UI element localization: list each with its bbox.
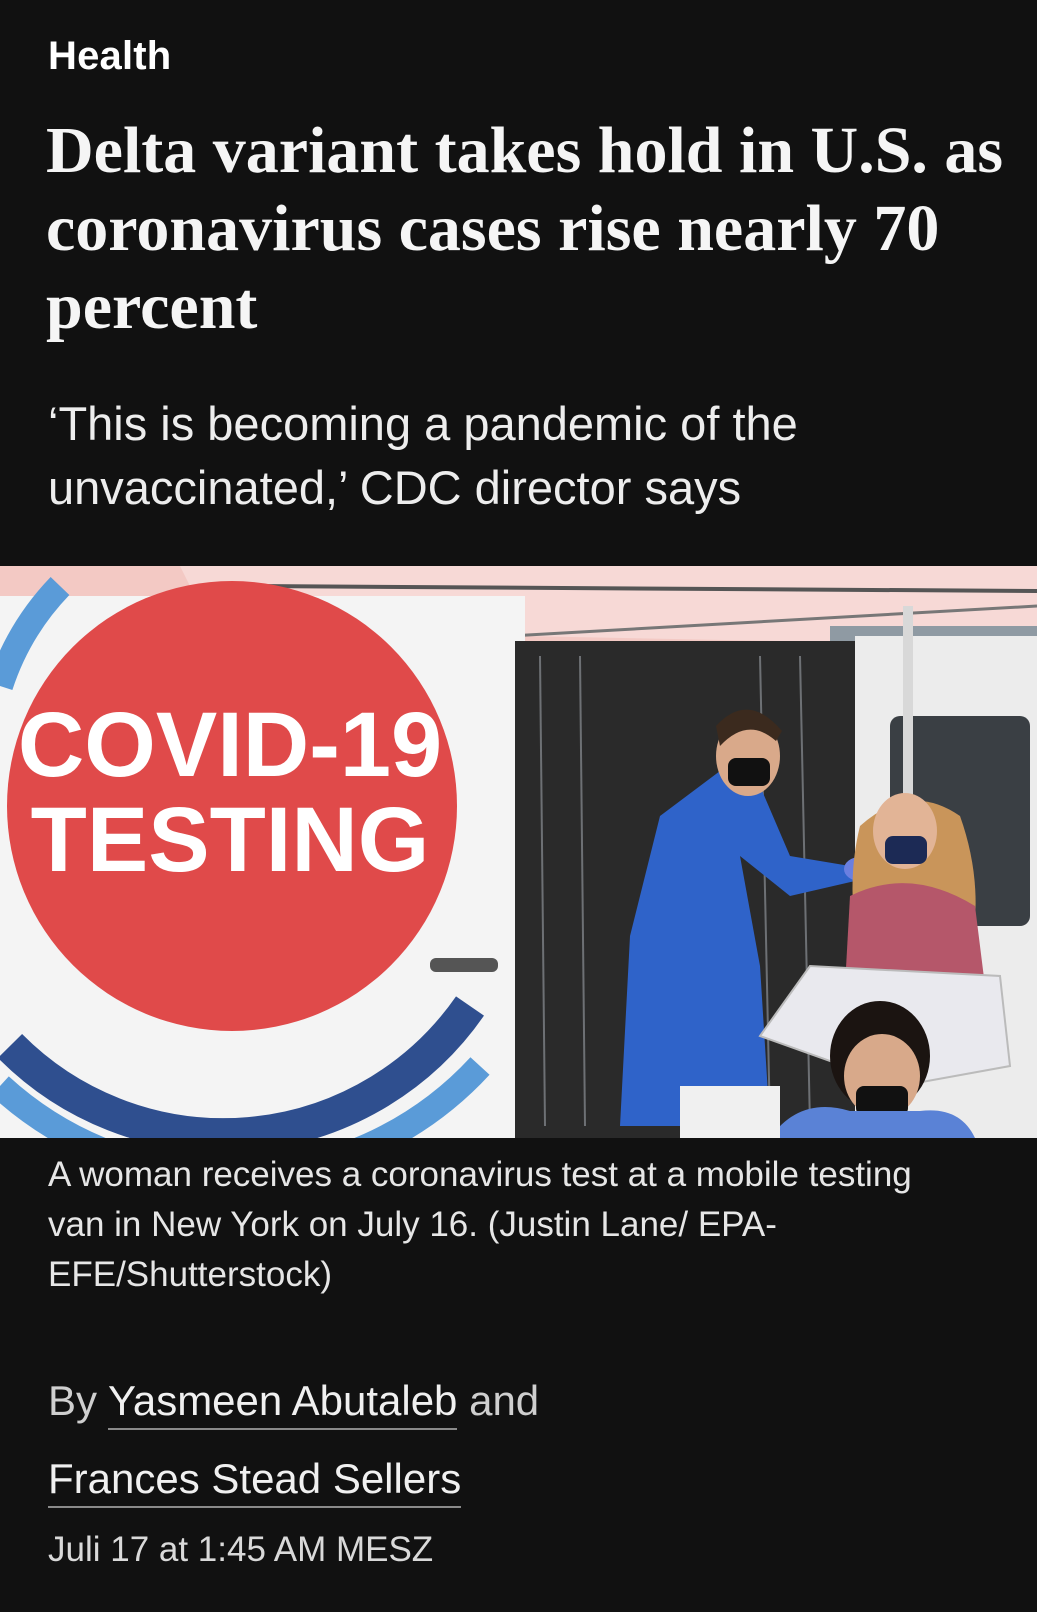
article-headline: Delta variant takes hold in U.S. as coro… xyxy=(46,114,1004,343)
publish-timestamp: Juli 17 at 1:45 AM MESZ xyxy=(48,1530,434,1569)
section-kicker-link[interactable]: Health xyxy=(48,34,172,78)
sign-line-1: COVID-19 xyxy=(18,694,442,796)
photo-illustration: COVID-19 TESTING xyxy=(0,566,1037,1138)
health-worker xyxy=(620,709,876,1126)
article-subheadline: ‘This is becoming a pandemic of the unva… xyxy=(48,397,798,514)
patient xyxy=(845,793,985,986)
covid-testing-sign xyxy=(7,581,457,1031)
byline-prefix: By xyxy=(48,1377,98,1424)
sign-line-2: TESTING xyxy=(31,789,430,891)
author-link-1[interactable]: Yasmeen Abutaleb xyxy=(107,1377,458,1430)
byline-conjunction: and xyxy=(469,1377,540,1424)
author-link-2[interactable]: Frances Stead Sellers xyxy=(48,1455,462,1508)
photo-caption: A woman receives a coronavirus test at a… xyxy=(48,1155,912,1294)
article-photo[interactable]: COVID-19 TESTING xyxy=(0,566,1037,1138)
second-worker xyxy=(770,1001,975,1138)
byline: By Yasmeen Abutaleb and Frances Stead Se… xyxy=(48,1362,948,1518)
